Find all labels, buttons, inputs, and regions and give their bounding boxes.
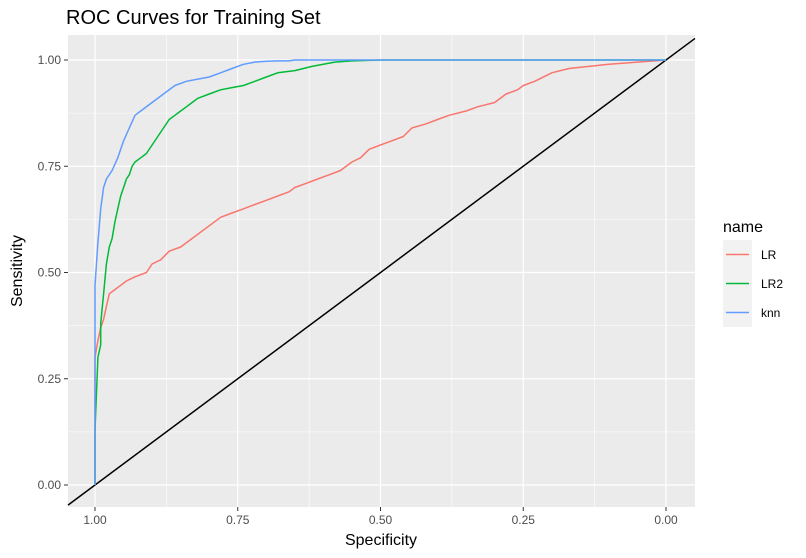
legend-label-lr: LR [761,248,777,262]
y-tick-label: 0.75 [38,159,62,173]
reference-diagonal-line [67,37,696,506]
x-tick-label: 0.25 [512,513,536,527]
series-line-knn [94,59,666,485]
legend-title: name [723,219,763,236]
x-tick-label: 1.00 [83,513,107,527]
legend-label-lr2: LR2 [761,277,783,291]
y-axis-ticks: 0.00 0.25 0.50 0.75 1.00 [38,53,68,492]
x-axis-ticks: 1.00 0.75 0.50 0.25 0.00 [83,507,678,527]
series-layer [94,59,667,485]
grid-major [68,35,695,507]
y-tick-label: 0.50 [38,266,62,280]
y-tick-label: 1.00 [38,53,62,67]
legend-label-knn: knn [761,306,780,320]
legend: name LR LR2 knn [723,219,783,327]
y-tick-label: 0.00 [38,478,62,492]
y-tick-label: 0.25 [38,372,62,386]
x-axis-title: Specificity [345,532,417,549]
x-tick-label: 0.50 [369,513,393,527]
y-axis-title: Sensitivity [9,235,26,307]
series-line-lr2 [94,59,666,485]
x-tick-label: 0.00 [654,513,678,527]
series-line-lr [94,59,667,485]
chart-title: ROC Curves for Training Set [66,7,321,29]
x-tick-label: 0.75 [226,513,250,527]
